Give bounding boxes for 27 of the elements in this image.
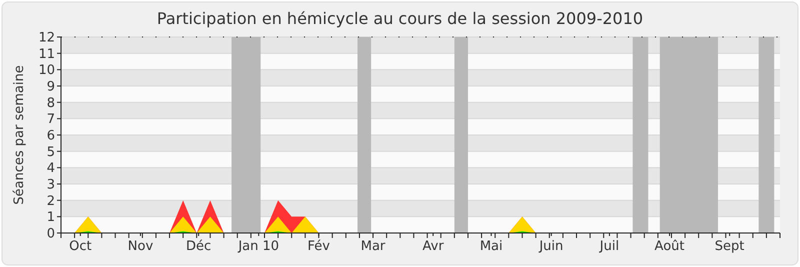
y-tick-label: 6 <box>46 128 55 144</box>
x-tick-label: Août <box>654 239 685 254</box>
x-tick-label: Mar <box>360 239 386 254</box>
x-tick-label: Sept <box>714 239 744 254</box>
y-tick-label: 10 <box>38 63 55 78</box>
x-tick-label: Jan 10 <box>237 239 280 254</box>
y-tick-label: 9 <box>46 80 55 95</box>
y-tick-label: 5 <box>46 144 55 160</box>
x-tick-label: Juil <box>598 239 620 254</box>
x-tick-label: Juin <box>538 239 564 254</box>
y-tick-label: 3 <box>46 178 55 193</box>
y-tick-label: 11 <box>38 46 55 62</box>
y-tick-label: 2 <box>46 194 55 209</box>
y-tick-label: 1 <box>46 210 55 226</box>
x-tick-label: Avr <box>422 239 444 254</box>
y-tick-label: 0 <box>46 226 55 242</box>
x-tick-label: Déc <box>186 239 212 254</box>
y-tick-label: 12 <box>38 30 55 46</box>
x-tick-label: Mai <box>480 239 503 254</box>
x-tick-label: Oct <box>69 239 92 254</box>
x-tick-label: Nov <box>128 239 154 254</box>
y-tick-label: 8 <box>46 96 55 111</box>
y-tick-label: 4 <box>46 161 55 176</box>
y-tick-label: 7 <box>46 112 55 128</box>
chart-title: Participation en hémicycle au cours de la session 2009-2010 <box>156 9 644 28</box>
x-tick-label: Fév <box>308 239 330 254</box>
y-axis-title: Séances par semaine <box>12 65 27 205</box>
